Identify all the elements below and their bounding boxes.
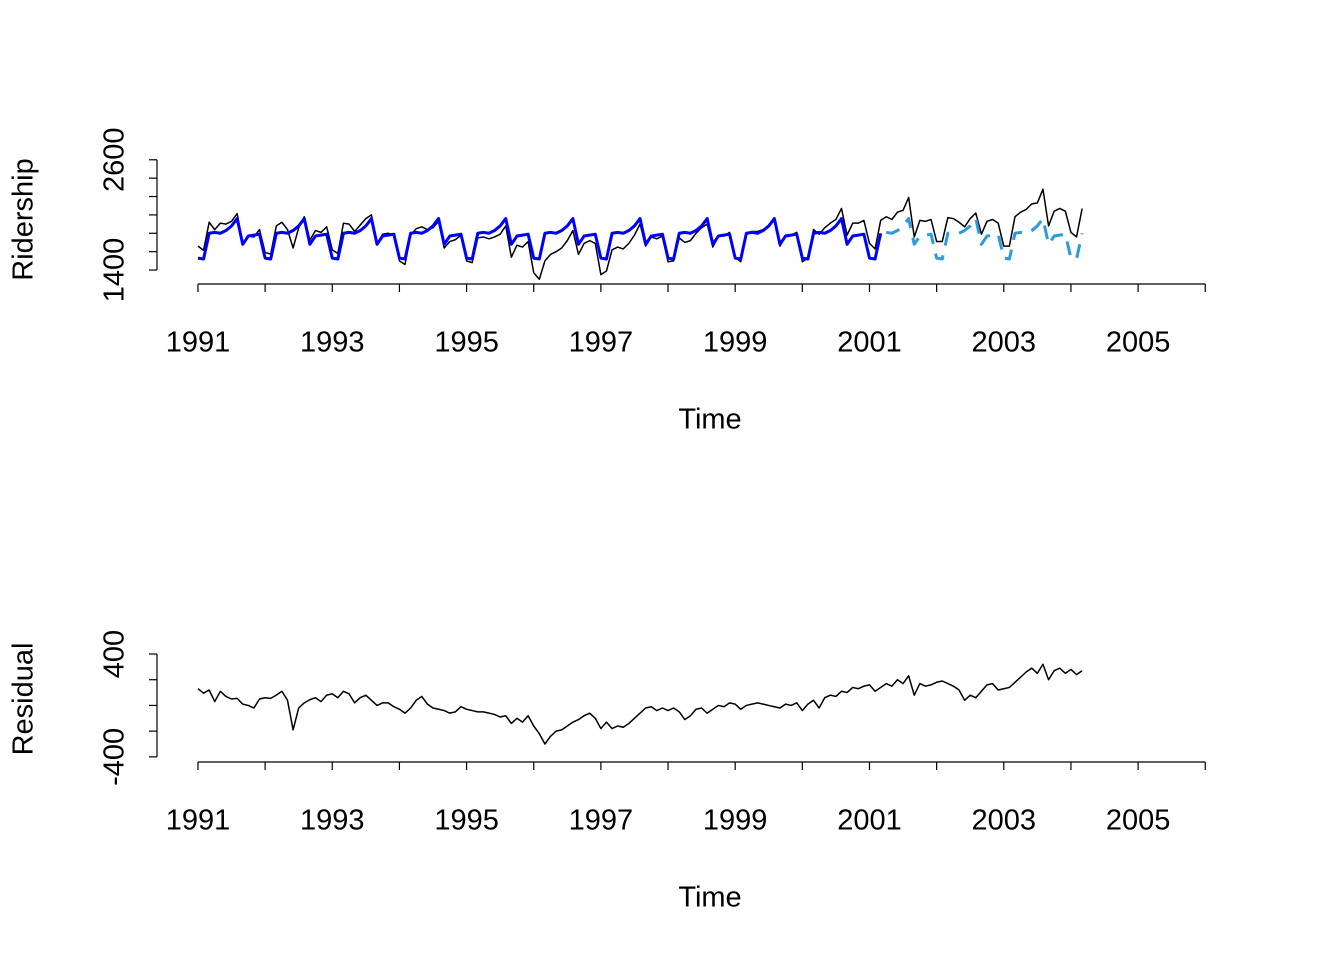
data-line: [197, 663, 1083, 745]
x-tick-label: 1991: [166, 327, 231, 359]
y-tick-label: 2600: [99, 128, 131, 193]
x-tick-label: 1999: [703, 805, 768, 837]
y-axis-label: Ridership: [8, 158, 40, 281]
data-line: [886, 217, 1084, 261]
x-tick-label: 2001: [837, 327, 902, 359]
x-tick-label: 1999: [703, 327, 768, 359]
x-axis-label: Time: [678, 882, 741, 914]
x-tick-label: 1995: [434, 805, 499, 837]
data-line: [197, 188, 1083, 280]
x-tick-label: 2005: [1106, 805, 1171, 837]
x-axis-label: Time: [678, 404, 741, 436]
y-tick-label: 400: [99, 630, 131, 678]
x-tick-label: 2003: [972, 327, 1037, 359]
y-axis-label: Residual: [8, 643, 40, 756]
x-tick-label: 1997: [569, 327, 634, 359]
y-tick-label: -400: [99, 728, 131, 786]
x-tick-label: 2003: [972, 805, 1037, 837]
data-line: [197, 217, 883, 261]
x-tick-label: 2001: [837, 805, 902, 837]
x-tick-label: 2005: [1106, 327, 1171, 359]
x-tick-label: 1993: [300, 327, 365, 359]
x-tick-label: 1997: [569, 805, 634, 837]
x-tick-label: 1995: [434, 327, 499, 359]
x-tick-label: 1991: [166, 805, 231, 837]
x-tick-label: 1993: [300, 805, 365, 837]
y-tick-label: 1400: [99, 238, 131, 303]
